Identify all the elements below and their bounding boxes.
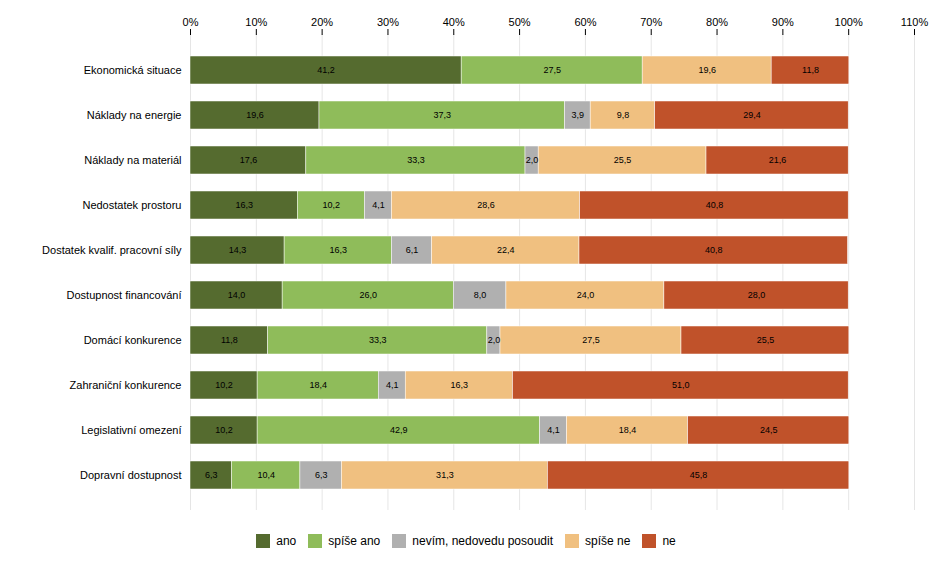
html-text:nevím, nedovedu posoudit: nevím, nedovedu posoudit [412, 533, 553, 548]
svg-text:100%: 100% [835, 16, 863, 28]
svg-text:17,6: 17,6 [240, 155, 258, 165]
svg-text:10,2: 10,2 [215, 380, 233, 390]
svg-text:27,5: 27,5 [543, 65, 561, 75]
svg-text:40%: 40% [443, 16, 465, 28]
svg-text:14,3: 14,3 [229, 245, 247, 255]
svg-text:33,3: 33,3 [369, 335, 387, 345]
svg-text:Dostupnost financování: Dostupnost financování [67, 289, 182, 301]
svg-text:50%: 50% [509, 16, 531, 28]
svg-text:26,0: 26,0 [359, 290, 377, 300]
svg-text:14,0: 14,0 [228, 290, 246, 300]
svg-text:11,8: 11,8 [802, 65, 819, 75]
svg-text:25,5: 25,5 [757, 335, 775, 345]
html-text:spíše ano: spíše ano [328, 533, 381, 548]
svg-text:3,9: 3,9 [572, 110, 585, 120]
svg-text:18,4: 18,4 [619, 425, 637, 435]
svg-text:10,2: 10,2 [323, 200, 341, 210]
svg-text:30%: 30% [377, 16, 399, 28]
svg-text:4,1: 4,1 [547, 425, 560, 435]
svg-text:45,8: 45,8 [690, 470, 708, 480]
svg-text:37,3: 37,3 [433, 110, 451, 120]
svg-text:Náklady na materiál: Náklady na materiál [84, 154, 181, 166]
svg-text:90%: 90% [772, 16, 794, 28]
svg-text:24,5: 24,5 [760, 425, 778, 435]
svg-text:0%: 0% [183, 16, 199, 28]
svg-text:19,6: 19,6 [698, 65, 716, 75]
svg-text:6,1: 6,1 [406, 245, 419, 255]
svg-text:41,2: 41,2 [317, 65, 335, 75]
svg-text:33,3: 33,3 [407, 155, 425, 165]
svg-text:42,9: 42,9 [390, 425, 408, 435]
svg-text:40,8: 40,8 [705, 245, 723, 255]
svg-text:19,6: 19,6 [246, 110, 264, 120]
svg-text:Legislativní omezení: Legislativní omezení [81, 424, 181, 436]
svg-text:6,3: 6,3 [315, 470, 328, 480]
svg-text:31,3: 31,3 [436, 470, 454, 480]
svg-text:22,4: 22,4 [497, 245, 515, 255]
html-text:ano: ano [276, 533, 297, 548]
svg-text:Náklady na energie: Náklady na energie [87, 109, 182, 121]
svg-text:4,1: 4,1 [386, 380, 399, 390]
svg-text:27,5: 27,5 [582, 335, 600, 345]
svg-text:4,1: 4,1 [372, 200, 385, 210]
html-text:spíše ne: spíše ne [585, 533, 631, 548]
svg-text:10,4: 10,4 [257, 470, 275, 480]
svg-text:Dostatek kvalif. pracovní síly: Dostatek kvalif. pracovní síly [42, 244, 182, 256]
svg-text:60%: 60% [574, 16, 596, 28]
svg-text:70%: 70% [640, 16, 662, 28]
svg-text:110%: 110% [901, 16, 929, 28]
svg-text:2,0: 2,0 [488, 335, 501, 345]
svg-text:Dopravní dostupnost: Dopravní dostupnost [80, 469, 182, 481]
svg-text:28,6: 28,6 [477, 200, 495, 210]
svg-text:16,3: 16,3 [451, 380, 469, 390]
svg-text:Zahraniční konkurence: Zahraniční konkurence [70, 379, 182, 391]
svg-text:Ekonomická situace: Ekonomická situace [84, 64, 182, 76]
svg-text:9,8: 9,8 [617, 110, 630, 120]
svg-text:40,8: 40,8 [706, 200, 724, 210]
svg-text:10,2: 10,2 [215, 425, 233, 435]
svg-text:28,0: 28,0 [748, 290, 766, 300]
svg-text:2,0: 2,0 [526, 155, 539, 165]
svg-text:21,6: 21,6 [769, 155, 787, 165]
svg-text:80%: 80% [706, 16, 728, 28]
svg-text:24,0: 24,0 [577, 290, 595, 300]
svg-text:Nedostatek prostoru: Nedostatek prostoru [82, 199, 181, 211]
svg-text:18,4: 18,4 [309, 380, 327, 390]
svg-text:8,0: 8,0 [474, 290, 487, 300]
svg-text:20%: 20% [311, 16, 333, 28]
svg-text:Domácí konkurence: Domácí konkurence [84, 334, 182, 346]
svg-text:10%: 10% [245, 16, 267, 28]
svg-text:51,0: 51,0 [672, 380, 690, 390]
html-text:ne: ne [662, 533, 676, 548]
svg-text:6,3: 6,3 [205, 470, 218, 480]
svg-text:16,3: 16,3 [235, 200, 253, 210]
svg-text:16,3: 16,3 [329, 245, 347, 255]
svg-text:25,5: 25,5 [614, 155, 632, 165]
svg-text:29,4: 29,4 [743, 110, 761, 120]
svg-text:11,8: 11,8 [221, 335, 238, 345]
